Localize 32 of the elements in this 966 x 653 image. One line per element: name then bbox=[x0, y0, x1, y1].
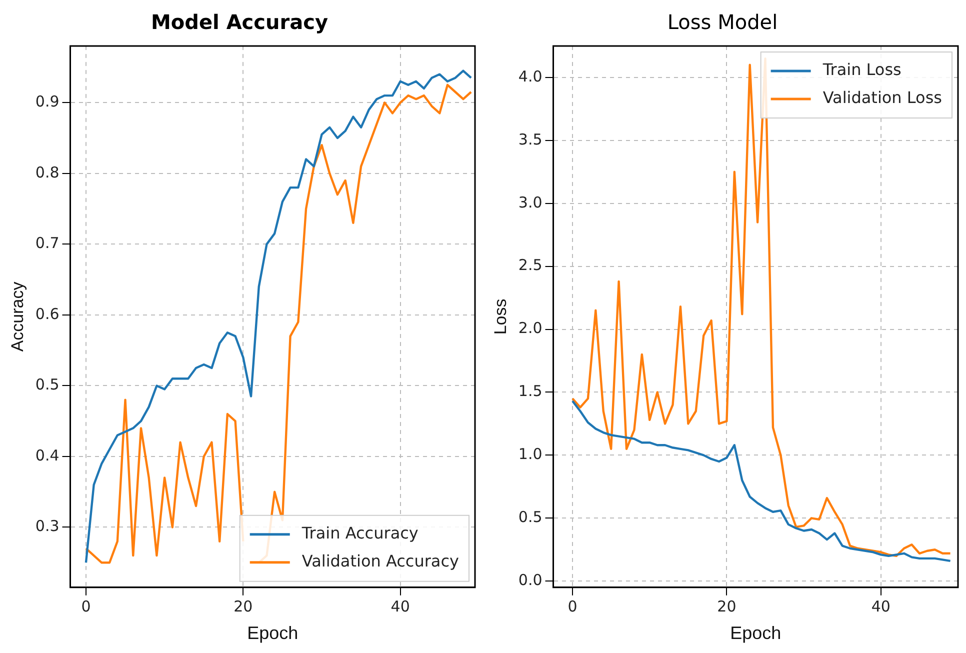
y-axis-title: Accuracy bbox=[8, 281, 27, 352]
y-tick-label: 0.6 bbox=[35, 304, 60, 323]
legend-label: Train Accuracy bbox=[300, 524, 418, 543]
y-tick-label: 0.5 bbox=[518, 508, 542, 526]
y-tick-label: 0.0 bbox=[518, 570, 542, 589]
x-axis-title: Epoch bbox=[730, 623, 782, 644]
y-tick-label: 0.4 bbox=[35, 446, 60, 464]
y-tick-label: 3.0 bbox=[518, 193, 542, 212]
legend-label: Validation Loss bbox=[822, 88, 942, 108]
y-axis-title: Loss bbox=[490, 298, 510, 335]
y-tick-label: 0.5 bbox=[35, 376, 60, 394]
x-tick-label: 20 bbox=[717, 597, 736, 616]
y-tick-label: 0.7 bbox=[35, 234, 60, 252]
x-tick-label: 0 bbox=[81, 597, 91, 616]
chart-title: Model Accuracy bbox=[150, 10, 328, 34]
x-axis-title: Epoch bbox=[247, 623, 298, 644]
chart-title: Loss Model bbox=[667, 10, 778, 34]
y-tick-label: 0.8 bbox=[35, 163, 60, 182]
y-tick-label: 0.3 bbox=[35, 517, 60, 536]
y-tick-label: 2.0 bbox=[518, 319, 542, 338]
x-tick-label: 20 bbox=[234, 597, 253, 616]
y-tick-label: 2.5 bbox=[518, 256, 542, 274]
legend-label: Train Loss bbox=[822, 60, 902, 80]
x-tick-label: 40 bbox=[871, 597, 890, 616]
x-tick-label: 40 bbox=[390, 597, 410, 616]
y-tick-label: 4.0 bbox=[518, 67, 542, 86]
y-tick-label: 3.5 bbox=[518, 130, 542, 148]
x-tick-label: 0 bbox=[568, 597, 578, 616]
legend-label: Validation Accuracy bbox=[302, 552, 459, 571]
y-tick-label: 0.9 bbox=[35, 92, 60, 111]
y-tick-label: 1.5 bbox=[518, 382, 542, 400]
y-tick-label: 1.0 bbox=[518, 445, 542, 464]
